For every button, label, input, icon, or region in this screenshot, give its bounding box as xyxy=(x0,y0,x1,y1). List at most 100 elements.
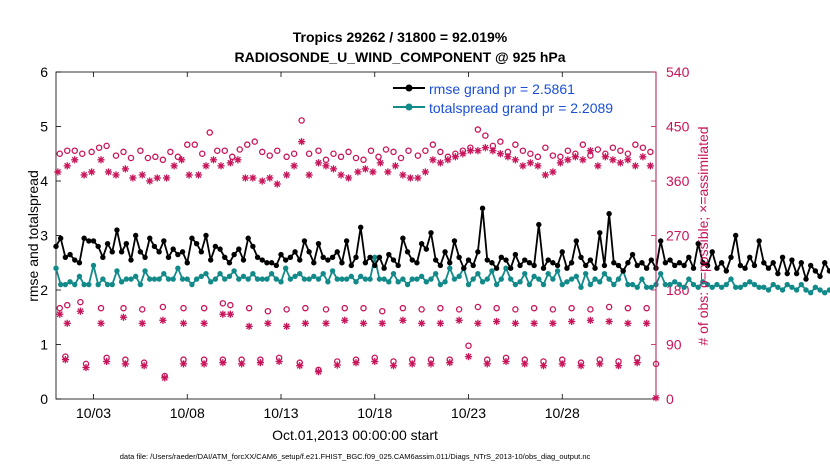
totalspread-point xyxy=(667,281,673,288)
totalspread-point xyxy=(240,273,247,280)
obs-possible-marker xyxy=(103,142,110,150)
totalspread-point xyxy=(704,281,711,288)
obs-assimilated-marker xyxy=(446,359,454,367)
obs-assimilated-marker xyxy=(369,168,377,176)
totalspread-point xyxy=(545,270,551,277)
obs-possible-marker xyxy=(77,298,84,306)
totalspread-series xyxy=(53,254,830,296)
totalspread-point xyxy=(536,276,542,282)
totalspread-point xyxy=(695,284,701,290)
rmse-point xyxy=(587,257,594,263)
rmse-point xyxy=(207,257,214,263)
rmse-point xyxy=(554,262,561,269)
totalspread-point xyxy=(390,270,397,277)
rmse-point xyxy=(339,260,345,266)
totalspread-point xyxy=(793,287,800,293)
obs-assimilated-marker xyxy=(530,319,538,327)
y-right-tick-label: 450 xyxy=(666,119,690,135)
obs-assimilated-marker xyxy=(616,159,624,167)
totalspread-point xyxy=(747,279,753,285)
rmse-point xyxy=(320,254,326,260)
rmse-point xyxy=(695,240,701,247)
rmse-point xyxy=(81,235,87,241)
obs-assimilated-marker xyxy=(643,319,651,327)
rmse-point xyxy=(639,260,645,266)
obs-assimilated-marker xyxy=(361,165,369,173)
obs-possible-marker xyxy=(120,304,127,312)
rmse-point xyxy=(470,262,476,269)
rmse-point xyxy=(479,205,486,211)
rmse-point xyxy=(582,262,589,269)
totalspread-point xyxy=(676,281,683,288)
obs-assimilated-marker xyxy=(200,319,208,327)
obs-assimilated-marker xyxy=(56,310,64,318)
rmse-point xyxy=(568,260,575,266)
obs-possible-marker xyxy=(227,301,234,309)
obs-possible-marker xyxy=(455,306,463,313)
obs-assimilated-marker xyxy=(556,159,564,167)
totalspread-point xyxy=(278,279,284,285)
obs-assimilated-marker xyxy=(466,147,474,155)
totalspread-point xyxy=(86,281,92,288)
obs-possible-marker xyxy=(56,150,64,157)
totalspread-point xyxy=(634,284,640,290)
rmse-point xyxy=(512,251,519,258)
obs-assimilated-marker xyxy=(185,171,193,179)
obs-possible-marker xyxy=(219,300,227,307)
obs-possible-marker xyxy=(414,152,422,159)
rmse-point xyxy=(428,230,434,236)
obs-possible-marker xyxy=(191,141,198,148)
totalspread-point xyxy=(470,276,476,282)
totalspread-point xyxy=(203,270,209,277)
obs-count-markers xyxy=(54,117,660,402)
rmse-point xyxy=(315,240,322,247)
obs-assimilated-marker xyxy=(511,156,519,164)
obs-possible-marker xyxy=(437,304,444,312)
totalspread-point xyxy=(95,281,101,288)
obs-assimilated-marker xyxy=(245,322,253,330)
totalspread-point xyxy=(400,276,406,282)
rmse-point xyxy=(667,257,673,263)
obs-assimilated-marker xyxy=(256,359,264,367)
totalspread-point xyxy=(479,279,486,285)
rmse-point xyxy=(282,257,289,263)
obs-possible-marker xyxy=(341,304,348,312)
totalspread-point xyxy=(559,281,565,288)
totalspread-point xyxy=(57,281,64,288)
obs-possible-marker xyxy=(609,144,617,151)
totalspread-point xyxy=(498,276,505,282)
rmse-point xyxy=(456,254,462,260)
totalspread-point xyxy=(611,281,617,288)
obs-assimilated-marker xyxy=(549,319,557,327)
rmse-point xyxy=(798,260,805,266)
legend-spread-label: totalspread grand pr = 2.2089 xyxy=(429,100,613,116)
obs-possible-marker xyxy=(243,141,251,148)
axis-ticks xyxy=(56,71,656,400)
obs-possible-marker xyxy=(360,304,367,312)
obs-possible-marker xyxy=(97,304,105,312)
totalspread-point xyxy=(451,276,458,282)
rmse-point xyxy=(161,238,167,244)
obs-assimilated-marker xyxy=(378,319,386,327)
totalspread-point xyxy=(367,276,373,282)
rmse-point xyxy=(789,257,795,263)
obs-assimilated-marker xyxy=(200,360,208,368)
obs-possible-marker xyxy=(337,153,345,161)
totalspread-point xyxy=(681,284,687,290)
obs-possible-marker xyxy=(298,117,305,124)
rmse-point xyxy=(114,227,120,233)
totalspread-point xyxy=(339,276,345,282)
rmse-point xyxy=(170,246,176,252)
totalspread-point xyxy=(812,284,819,290)
totalspread-point xyxy=(456,273,462,280)
totalspread-point xyxy=(770,281,776,288)
rmse-point xyxy=(404,249,411,255)
rmse-point xyxy=(517,262,523,269)
obs-assimilated-marker xyxy=(586,316,594,324)
obs-assimilated-marker xyxy=(283,322,291,330)
totalspread-point xyxy=(142,268,148,274)
totalspread-point xyxy=(236,276,242,282)
rmse-point xyxy=(536,221,542,228)
totalspread-point xyxy=(822,290,828,296)
data-file-footer: data file: /Users/raeder/DAI/ATM_forcXX/… xyxy=(120,452,591,461)
